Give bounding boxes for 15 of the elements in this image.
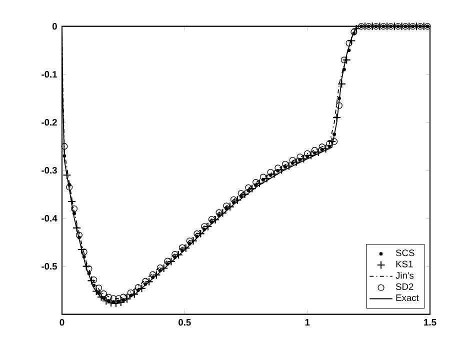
legend-label: Jin's (396, 272, 414, 279)
y-tick-label: -0.1 (42, 71, 58, 78)
legend-label: SCS (396, 250, 414, 256)
y-tick-label: -0.3 (42, 167, 57, 174)
legend-label: SD2 (396, 283, 414, 290)
x-tick-label: 0 (60, 319, 64, 326)
legend-label: KS1 (396, 260, 413, 268)
x-tick-label: 0.5 (178, 319, 191, 326)
y-tick-label: -0.5 (42, 263, 58, 270)
y-tick-label: -0.2 (42, 119, 57, 126)
x-tick-label: 1 (305, 319, 310, 326)
legend-label: Exact (396, 294, 419, 302)
y-tick-label: 0 (52, 23, 57, 30)
x-tick-label: 1.5 (424, 319, 436, 326)
y-tick-label: -0.4 (42, 215, 58, 222)
